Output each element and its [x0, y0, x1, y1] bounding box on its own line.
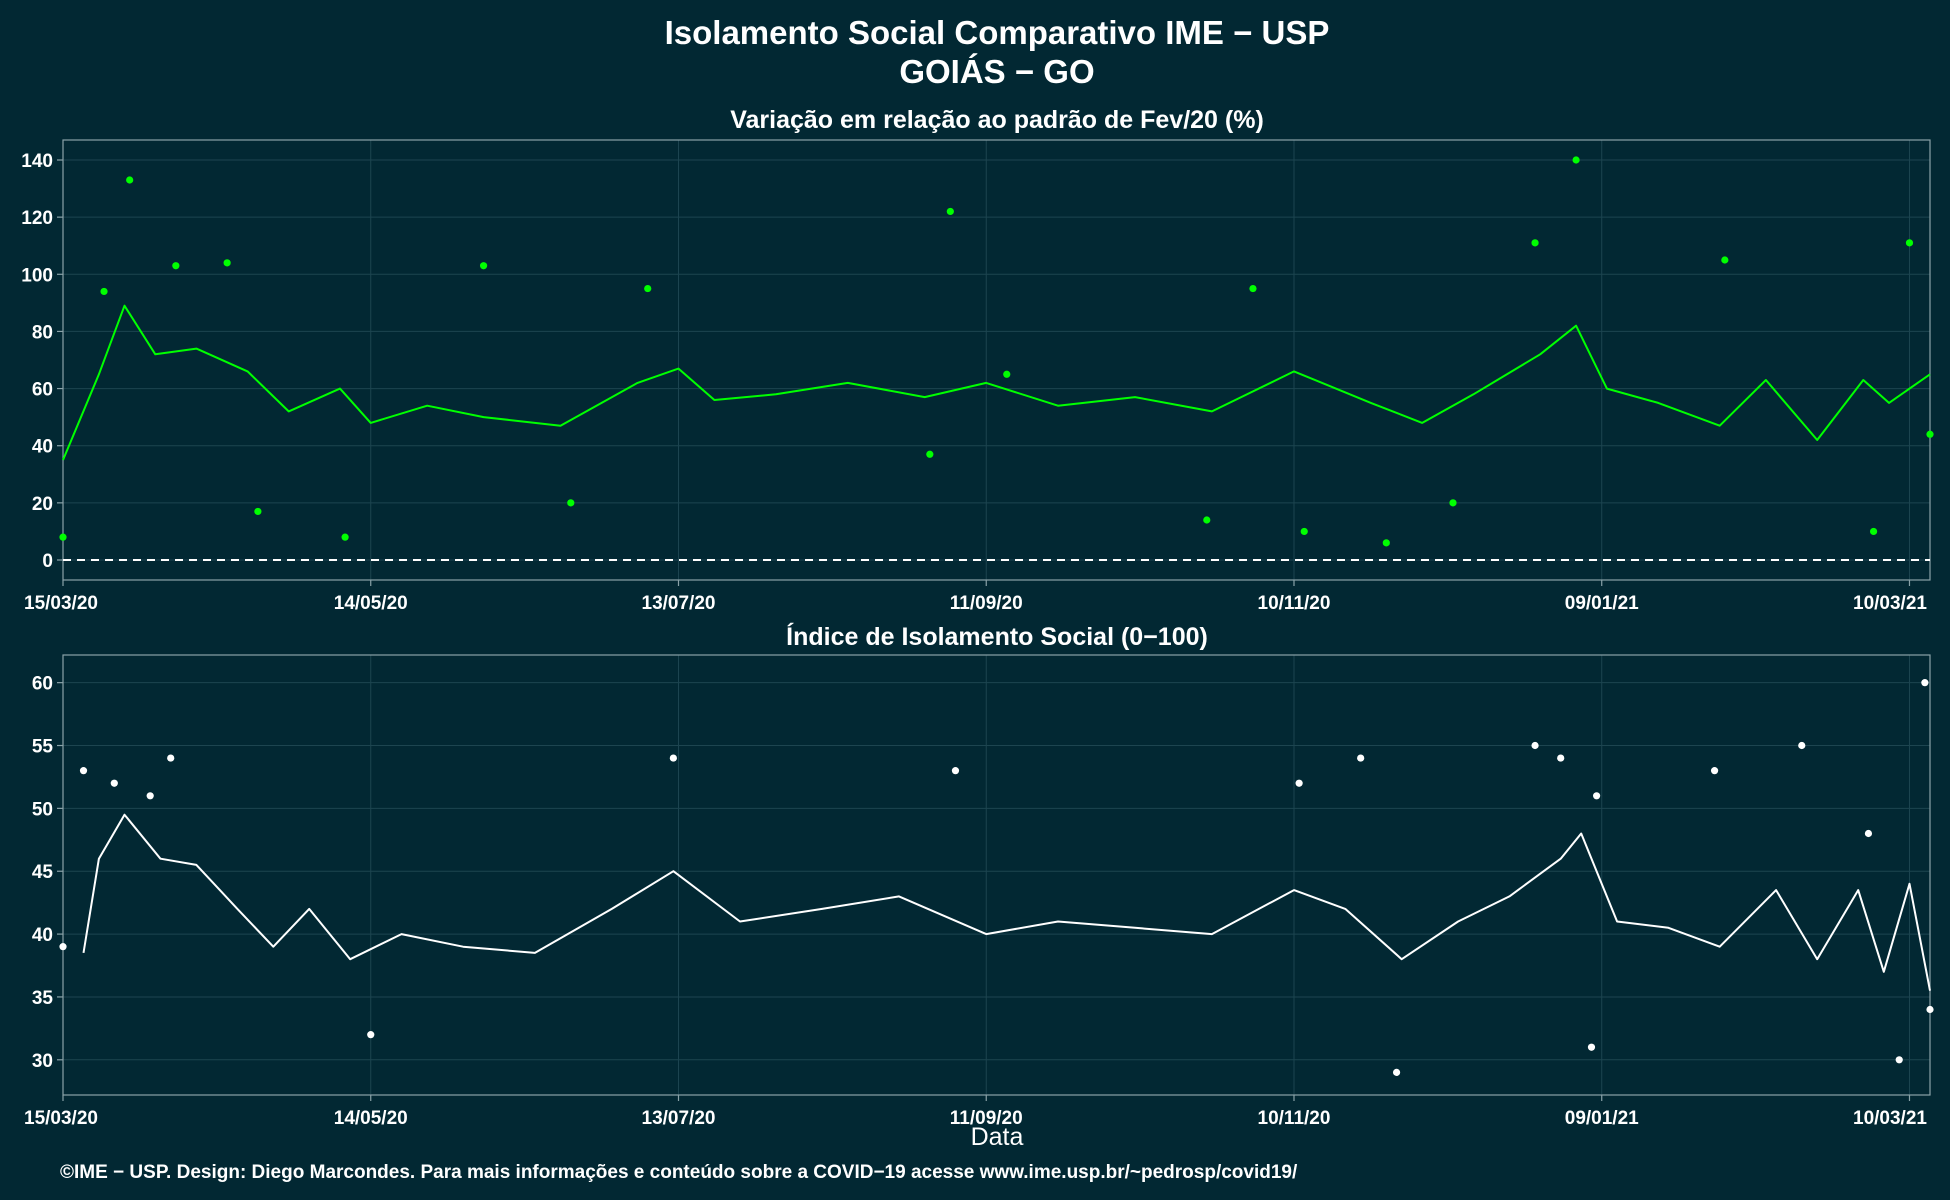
top-y-tick-label: 20: [32, 494, 53, 515]
top-data-point: [567, 499, 575, 507]
bottom-y-tick-label: 50: [32, 799, 53, 820]
bottom-data-point: [1710, 767, 1719, 775]
top-data-point: [254, 507, 262, 516]
figure-subtitle: GOIÁS − GO: [899, 53, 1094, 90]
bottom-x-tick-label: 15/03/20: [24, 1108, 98, 1129]
top-data-point: [223, 259, 231, 267]
bottom-moving-average-line: [82, 813, 1931, 991]
bottom-data-point: [1921, 679, 1929, 687]
top-data-point: [1572, 156, 1580, 164]
top-data-point: [946, 207, 954, 216]
bottom-data-point: [1557, 754, 1565, 762]
top-data-point: [1382, 539, 1390, 547]
bottom-y-tick-label: 40: [32, 925, 53, 946]
top-y-tick-label: 40: [32, 437, 53, 458]
bottom-y-tick-label: 35: [32, 988, 54, 1009]
bottom-data-point: [669, 754, 677, 762]
top-data-point: [479, 262, 488, 270]
bottom-y-tick-label: 60: [32, 674, 53, 695]
top-data-point: [126, 176, 134, 184]
top-data-point: [1869, 527, 1878, 536]
top-x-tick-label: 09/01/21: [1565, 593, 1639, 614]
x-axis-label: Data: [971, 1123, 1024, 1151]
bottom-x-tick-label: 11/09/20: [950, 1108, 1023, 1129]
top-data-point: [1449, 499, 1457, 507]
top-data-point: [1203, 516, 1211, 524]
top-y-tick-label: 60: [32, 380, 53, 401]
top-data-point: [1249, 284, 1257, 293]
top-y-tick-label: 0: [42, 551, 53, 572]
bottom-data-point: [1864, 829, 1873, 838]
bottom-panel-border: [62, 654, 1931, 1096]
bottom-data-point: [146, 792, 154, 800]
bottom-data-point: [59, 943, 67, 951]
bottom-data-point: [167, 754, 175, 762]
bottom-y-tick-label: 30: [32, 1051, 53, 1072]
top-data-point: [1926, 430, 1934, 438]
top-moving-average-line: [62, 304, 1931, 461]
bottom-data-point: [1593, 792, 1601, 800]
top-data-point: [1003, 370, 1011, 378]
bottom-data-point: [1531, 741, 1539, 750]
top-x-tick-label: 15/03/20: [24, 593, 98, 614]
bottom-x-tick-label: 13/07/20: [642, 1108, 716, 1129]
bottom-data-point: [1357, 754, 1365, 762]
bottom-data-point: [951, 767, 960, 775]
top-data-point: [341, 533, 349, 541]
bottom-data-point: [79, 767, 88, 775]
top-x-tick-label: 10/11/20: [1258, 593, 1331, 614]
top-panel-title: Variação em relação ao padrão de Fev/20 …: [730, 106, 1264, 134]
figure-title: Isolamento Social Comparativo IME − USP: [665, 14, 1330, 51]
bottom-data-point: [1926, 1005, 1934, 1014]
top-data-point: [1905, 239, 1914, 247]
bottom-data-point: [1587, 1043, 1596, 1051]
footer-credits: ©IME − USP. Design: Diego Marcondes. Par…: [60, 1162, 1298, 1183]
top-data-point: [1531, 239, 1539, 247]
top-data-point: [59, 533, 67, 541]
top-y-tick-label: 120: [21, 208, 53, 229]
bottom-x-tick-label: 10/03/21: [1853, 1108, 1927, 1129]
bottom-data-point: [1295, 779, 1303, 787]
top-data-point: [926, 450, 934, 458]
bottom-data-point: [1392, 1068, 1401, 1076]
top-x-tick-label: 13/07/20: [642, 593, 716, 614]
top-x-tick-label: 14/05/20: [334, 593, 408, 614]
top-data-point: [1721, 256, 1729, 264]
bottom-x-tick-label: 09/01/21: [1565, 1108, 1639, 1129]
top-x-tick-label: 10/03/21: [1853, 593, 1927, 614]
bottom-data-point: [1798, 741, 1806, 750]
top-y-tick-label: 100: [21, 265, 53, 286]
bottom-panel-plot: 30 35 40 45 50 55 60 15/03/20 14/05/20 13/07/20 11…: [24, 654, 1934, 1129]
top-panel-plot: 0 20 40 60 80 100 120 140 15/03/20 14/05/20 13/07/…: [21, 139, 1934, 614]
top-panel-border: [62, 139, 1931, 581]
bottom-data-point: [1895, 1056, 1903, 1064]
bottom-x-tick-label: 14/05/20: [334, 1108, 408, 1129]
bottom-panel-title: Índice de Isolamento Social (0−100): [786, 622, 1208, 651]
bottom-y-tick-label: 45: [32, 862, 54, 883]
top-data-point: [100, 287, 108, 296]
bottom-x-tick-label: 10/11/20: [1258, 1108, 1331, 1129]
top-x-tick-label: 11/09/20: [950, 593, 1023, 614]
top-y-tick-label: 140: [21, 151, 53, 172]
top-data-point: [1300, 527, 1308, 536]
top-y-tick-label: 80: [32, 322, 53, 343]
top-data-point: [172, 262, 180, 270]
bottom-data-point: [367, 1031, 375, 1039]
top-data-point: [644, 284, 652, 293]
bottom-data-point: [110, 779, 118, 787]
bottom-y-tick-label: 55: [32, 737, 54, 758]
